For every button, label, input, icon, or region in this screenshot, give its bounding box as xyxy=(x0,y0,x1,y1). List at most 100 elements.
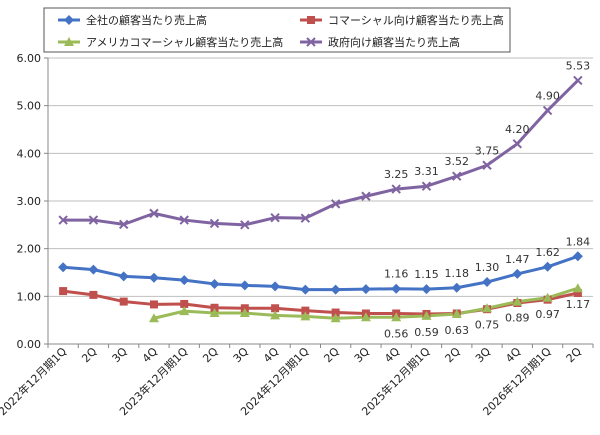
data-point xyxy=(360,312,371,322)
data-point xyxy=(179,306,190,316)
data-label: 1.62 xyxy=(535,246,560,259)
data-point xyxy=(542,261,553,272)
data-label: 0.75 xyxy=(475,318,500,331)
y-tick-label: 5.00 xyxy=(17,100,42,113)
y-tick-label: 0.00 xyxy=(17,338,42,351)
data-label: 0.59 xyxy=(414,326,439,339)
data-point xyxy=(451,308,462,318)
gridlines xyxy=(48,57,593,345)
data-point xyxy=(572,251,583,262)
data-point xyxy=(119,297,128,306)
data-point xyxy=(209,218,220,229)
y-tick-label: 3.00 xyxy=(17,195,42,208)
data-point xyxy=(331,308,340,317)
data-point xyxy=(482,160,492,170)
series-lines xyxy=(62,79,579,320)
data-point xyxy=(330,199,341,209)
data-point xyxy=(300,311,311,321)
data-point xyxy=(239,308,250,318)
x-tick-label: 3Q xyxy=(352,345,373,366)
data-label: 0.63 xyxy=(445,324,470,337)
data-point xyxy=(573,288,582,297)
axes xyxy=(44,57,594,348)
data-label: 0.97 xyxy=(535,308,560,321)
data-point xyxy=(270,310,281,320)
data-point xyxy=(421,181,432,191)
data-point xyxy=(271,304,280,313)
legend-label: 政府向け顧客当たり売上高 xyxy=(328,35,460,49)
data-point xyxy=(482,277,493,288)
data-point xyxy=(482,303,493,313)
data-point xyxy=(573,75,583,86)
x-tick-label: 2Q xyxy=(443,345,464,366)
data-point xyxy=(330,313,341,323)
data-point xyxy=(330,284,341,295)
data-point xyxy=(118,271,129,282)
data-point xyxy=(148,272,159,283)
x-tick-label: 2Q xyxy=(200,345,221,366)
x-tick-label: 4Q xyxy=(140,345,161,366)
data-point xyxy=(58,215,68,225)
data-point xyxy=(58,262,69,273)
y-tick-label: 1.00 xyxy=(17,290,42,303)
data-point xyxy=(149,300,158,309)
data-point xyxy=(209,308,220,318)
data-point xyxy=(240,220,250,230)
x-tick-label: 2Q xyxy=(564,345,585,366)
x-tick-label: 3Q xyxy=(473,345,494,366)
data-label: 3.52 xyxy=(445,155,470,168)
x-tick-label: 4Q xyxy=(503,345,524,366)
data-point xyxy=(421,284,432,295)
data-point xyxy=(542,292,553,302)
data-label: 1.15 xyxy=(414,268,439,281)
data-point xyxy=(89,290,98,299)
data-point xyxy=(179,275,190,286)
data-point xyxy=(59,287,68,296)
data-point xyxy=(391,184,401,194)
data-label: 4.90 xyxy=(535,89,560,102)
data-point xyxy=(209,278,220,289)
data-point xyxy=(391,283,402,294)
data-label: 3.31 xyxy=(414,165,439,178)
x-tick-label: 2Q xyxy=(79,345,100,366)
data-point xyxy=(361,191,371,201)
x-tick-label: 2Q xyxy=(321,345,342,366)
data-point xyxy=(451,282,462,293)
legend-label: コマーシャル向け顧客当たり売上高 xyxy=(328,13,504,27)
data-label: 4.20 xyxy=(505,123,530,136)
legend-label: 全社の顧客当たり売上高 xyxy=(86,13,207,27)
data-label: 1.18 xyxy=(445,267,470,280)
data-point xyxy=(512,296,523,306)
data-label: 1.47 xyxy=(505,253,530,266)
data-point xyxy=(452,171,462,181)
data-point xyxy=(210,303,219,312)
data-point xyxy=(270,281,281,292)
legend-marker xyxy=(64,15,74,25)
legend-marker xyxy=(307,16,315,24)
data-point xyxy=(118,219,129,230)
data-label: 0.89 xyxy=(505,312,530,325)
series-line-1 xyxy=(62,289,579,316)
data-label: 1.16 xyxy=(384,268,409,281)
data-point xyxy=(301,306,310,315)
data-label: 3.25 xyxy=(384,168,409,181)
data-point xyxy=(421,310,432,320)
data-point xyxy=(88,215,99,225)
data-label: 1.30 xyxy=(475,261,500,274)
legend-box xyxy=(43,7,511,53)
series-markers xyxy=(58,75,583,323)
data-point xyxy=(360,284,371,295)
data-label: 0.56 xyxy=(384,327,409,340)
legend-label: アメリカコマーシャル顧客当たり売上高 xyxy=(86,35,283,49)
data-point xyxy=(270,212,280,223)
y-tick-label: 6.00 xyxy=(17,52,42,65)
data-point xyxy=(572,283,583,293)
legend: 全社の顧客当たり売上高 コマーシャル向け顧客当たり売上高アメリカコマーシャル顧客当… xyxy=(43,7,511,53)
data-point xyxy=(239,280,250,291)
x-tick-label: 4Q xyxy=(261,345,282,366)
x-tick-label: 2022年12月期1Q xyxy=(0,344,69,418)
x-tick-label: 4Q xyxy=(382,345,403,366)
data-point xyxy=(180,299,189,308)
